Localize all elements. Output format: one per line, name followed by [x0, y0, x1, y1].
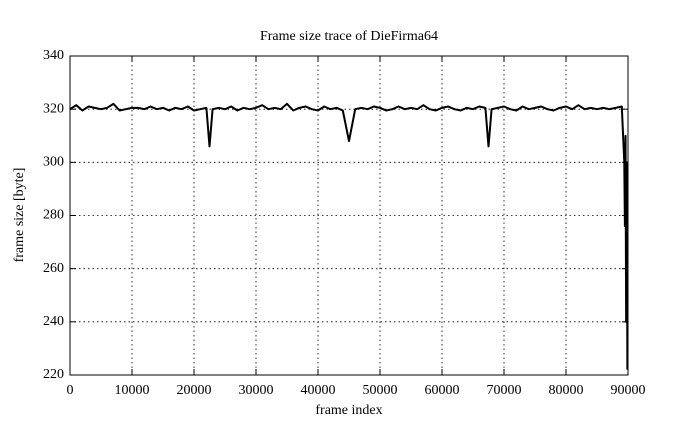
- x-tick-label: 10000: [115, 383, 150, 398]
- y-tick-label: 280: [43, 208, 64, 223]
- x-tick-label: 70000: [487, 383, 522, 398]
- x-tick-label: 60000: [425, 383, 460, 398]
- x-tick-label: 40000: [301, 383, 336, 398]
- x-axis-label: frame index: [315, 403, 382, 418]
- x-tick-label: 0: [67, 383, 74, 398]
- plot-frame: [69, 55, 629, 376]
- y-tick-label: 320: [43, 101, 64, 116]
- x-tick-label: 50000: [363, 383, 398, 398]
- x-tick-label: 80000: [549, 383, 584, 398]
- chart-title: Frame size trace of DieFirma64: [260, 29, 438, 44]
- y-tick-label: 240: [43, 314, 64, 329]
- data-line: [69, 102, 629, 370]
- x-tick-label: 30000: [239, 383, 274, 398]
- y-tick-label: 300: [43, 155, 64, 170]
- y-axis-label: frame size [byte]: [12, 168, 27, 263]
- x-tick-label: 90000: [611, 383, 646, 398]
- x-tick-label: 20000: [177, 383, 212, 398]
- y-tick-label: 260: [43, 261, 64, 276]
- y-tick-label: 220: [43, 367, 64, 382]
- y-tick-label: 340: [43, 48, 64, 63]
